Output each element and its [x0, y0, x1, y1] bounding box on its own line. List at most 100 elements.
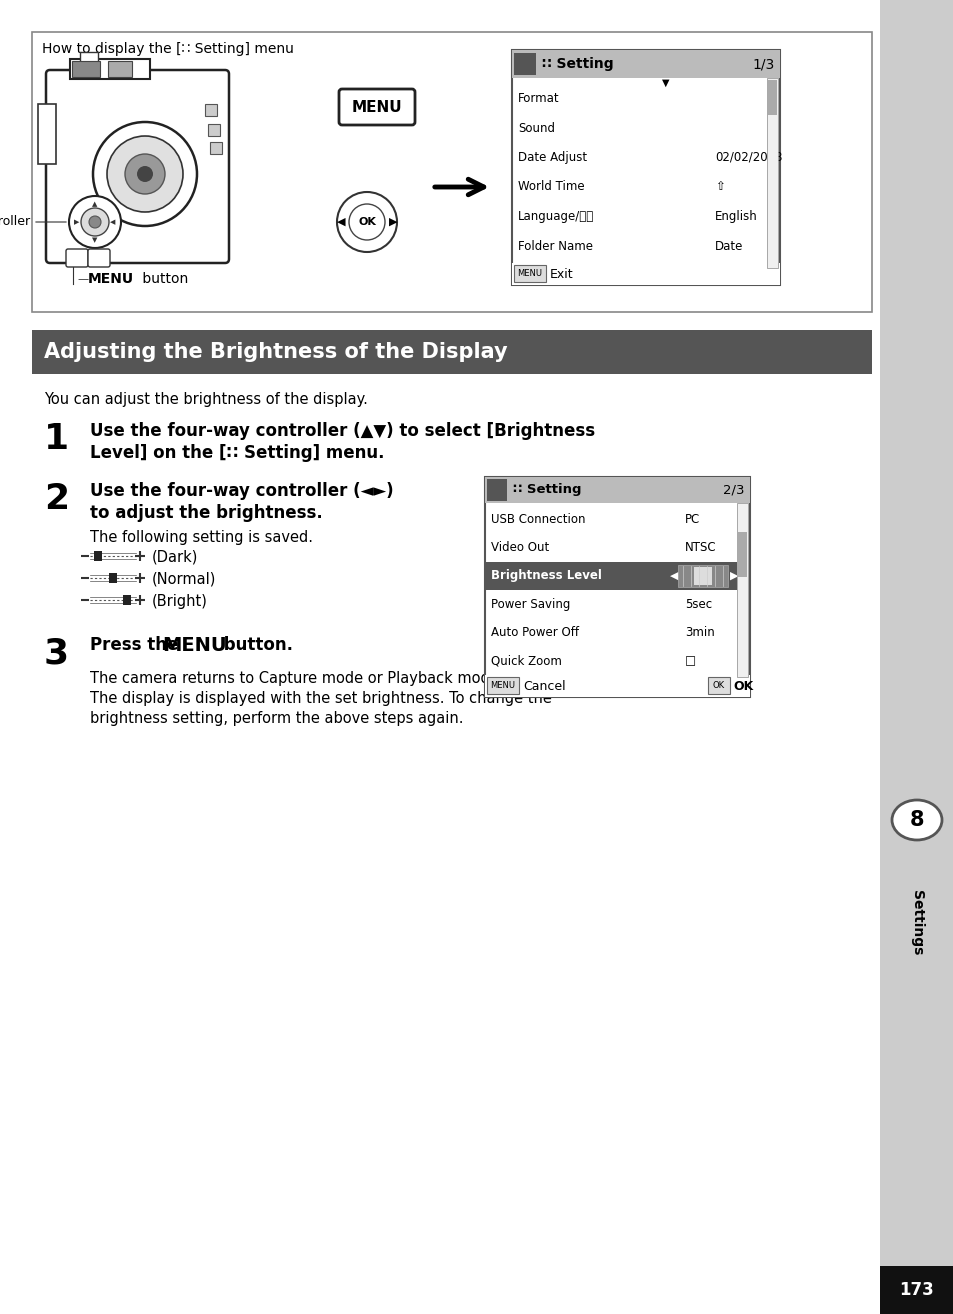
Bar: [767, 80, 776, 116]
Circle shape: [336, 192, 396, 252]
Text: MENU: MENU: [490, 682, 515, 690]
Bar: [512, 263, 780, 285]
Text: button.: button.: [218, 636, 293, 654]
Text: MENU: MENU: [162, 636, 227, 654]
Text: Brightness Level: Brightness Level: [491, 569, 601, 582]
Text: USB Connection: USB Connection: [491, 512, 585, 526]
Bar: [80, 53, 98, 62]
Text: The display is displayed with the set brightness. To change the: The display is displayed with the set br…: [90, 691, 551, 706]
Text: 2/3: 2/3: [722, 484, 744, 497]
Bar: [486, 480, 506, 501]
Text: The following setting is saved.: The following setting is saved.: [90, 530, 313, 545]
Text: 173: 173: [899, 1281, 933, 1300]
Text: ⇧: ⇧: [714, 180, 724, 193]
Ellipse shape: [891, 800, 941, 840]
FancyBboxPatch shape: [46, 70, 229, 263]
Text: (Dark): (Dark): [152, 551, 198, 565]
Text: ◀: ◀: [111, 219, 115, 225]
Text: MENU: MENU: [517, 269, 542, 279]
Text: NTSC: NTSC: [684, 541, 716, 555]
Text: Sound: Sound: [517, 121, 555, 134]
Text: ▲: ▲: [92, 201, 97, 208]
FancyBboxPatch shape: [338, 89, 415, 125]
Bar: [71, 60, 100, 78]
Text: Quick Zoom: Quick Zoom: [491, 654, 561, 668]
Text: Level] on the [∷ Setting] menu.: Level] on the [∷ Setting] menu.: [90, 444, 384, 463]
Bar: [205, 104, 216, 116]
Bar: [879, 0, 953, 1314]
Bar: [766, 78, 778, 268]
Text: 2: 2: [44, 482, 69, 516]
Text: ▼: ▼: [661, 78, 669, 88]
Text: MENU: MENU: [88, 272, 134, 286]
Text: Adjusting the Brightness of the Display: Adjusting the Brightness of the Display: [44, 342, 507, 361]
Text: 1/3: 1/3: [752, 57, 774, 71]
Bar: [514, 265, 545, 283]
Bar: [512, 50, 780, 285]
Bar: [485, 561, 737, 590]
Text: Date: Date: [714, 239, 742, 252]
Text: Use the four-way controller (▲▼) to select [Brightness: Use the four-way controller (▲▼) to sele…: [90, 422, 595, 440]
Text: ∷ Setting: ∷ Setting: [541, 57, 613, 71]
Bar: [32, 330, 871, 374]
Circle shape: [89, 215, 101, 229]
Text: ∷ Setting: ∷ Setting: [513, 484, 581, 497]
Text: button: button: [138, 272, 188, 286]
Text: 5sec: 5sec: [684, 598, 711, 611]
Bar: [123, 595, 131, 604]
Bar: [879, 1265, 953, 1314]
Text: Format: Format: [517, 92, 559, 105]
Bar: [108, 60, 132, 78]
Text: ▶: ▶: [729, 570, 738, 581]
Bar: [208, 124, 220, 137]
Text: to adjust the brightness.: to adjust the brightness.: [90, 505, 322, 522]
Text: Press the: Press the: [90, 636, 184, 654]
Bar: [38, 104, 56, 164]
Text: ▶: ▶: [388, 217, 396, 227]
Text: Power Saving: Power Saving: [491, 598, 570, 611]
Text: English: English: [714, 210, 757, 223]
Bar: [738, 532, 746, 577]
Text: OK: OK: [712, 682, 724, 690]
Bar: [484, 477, 749, 696]
Bar: [678, 565, 727, 587]
Bar: [109, 573, 117, 583]
Circle shape: [349, 204, 385, 240]
Text: ▼: ▼: [92, 237, 97, 243]
Text: Exit: Exit: [550, 268, 573, 280]
Bar: [94, 551, 102, 561]
Text: Video Out: Video Out: [491, 541, 549, 555]
Text: 1: 1: [44, 422, 69, 456]
Text: Date Adjust: Date Adjust: [517, 151, 586, 164]
Text: Folder Name: Folder Name: [517, 239, 593, 252]
FancyBboxPatch shape: [66, 248, 88, 267]
Text: 3min: 3min: [684, 625, 714, 639]
Bar: [514, 53, 536, 75]
Bar: [210, 142, 222, 154]
Text: World Time: World Time: [517, 180, 584, 193]
Text: How to display the [∷ Setting] menu: How to display the [∷ Setting] menu: [42, 42, 294, 57]
FancyBboxPatch shape: [88, 248, 110, 267]
Circle shape: [92, 122, 196, 226]
Text: Four-way controller: Four-way controller: [0, 215, 30, 229]
Text: PC: PC: [684, 512, 700, 526]
Text: OK: OK: [732, 679, 753, 692]
Text: ▶: ▶: [74, 219, 80, 225]
Text: MENU: MENU: [352, 100, 402, 114]
Bar: [484, 477, 749, 503]
Text: (Bright): (Bright): [152, 594, 208, 608]
Text: (Normal): (Normal): [152, 572, 216, 587]
Text: —: —: [78, 275, 92, 284]
Text: ◀: ◀: [669, 570, 678, 581]
Text: Language/言語: Language/言語: [517, 210, 594, 223]
Text: 3: 3: [44, 636, 69, 670]
Text: 02/02/2008: 02/02/2008: [714, 151, 781, 164]
Circle shape: [137, 166, 152, 183]
Text: 8: 8: [909, 809, 923, 830]
Bar: [737, 503, 747, 677]
Text: Cancel: Cancel: [522, 679, 565, 692]
Bar: [70, 59, 150, 79]
Circle shape: [125, 154, 165, 194]
Text: Auto Power Off: Auto Power Off: [491, 625, 578, 639]
Text: ◀: ◀: [336, 217, 345, 227]
